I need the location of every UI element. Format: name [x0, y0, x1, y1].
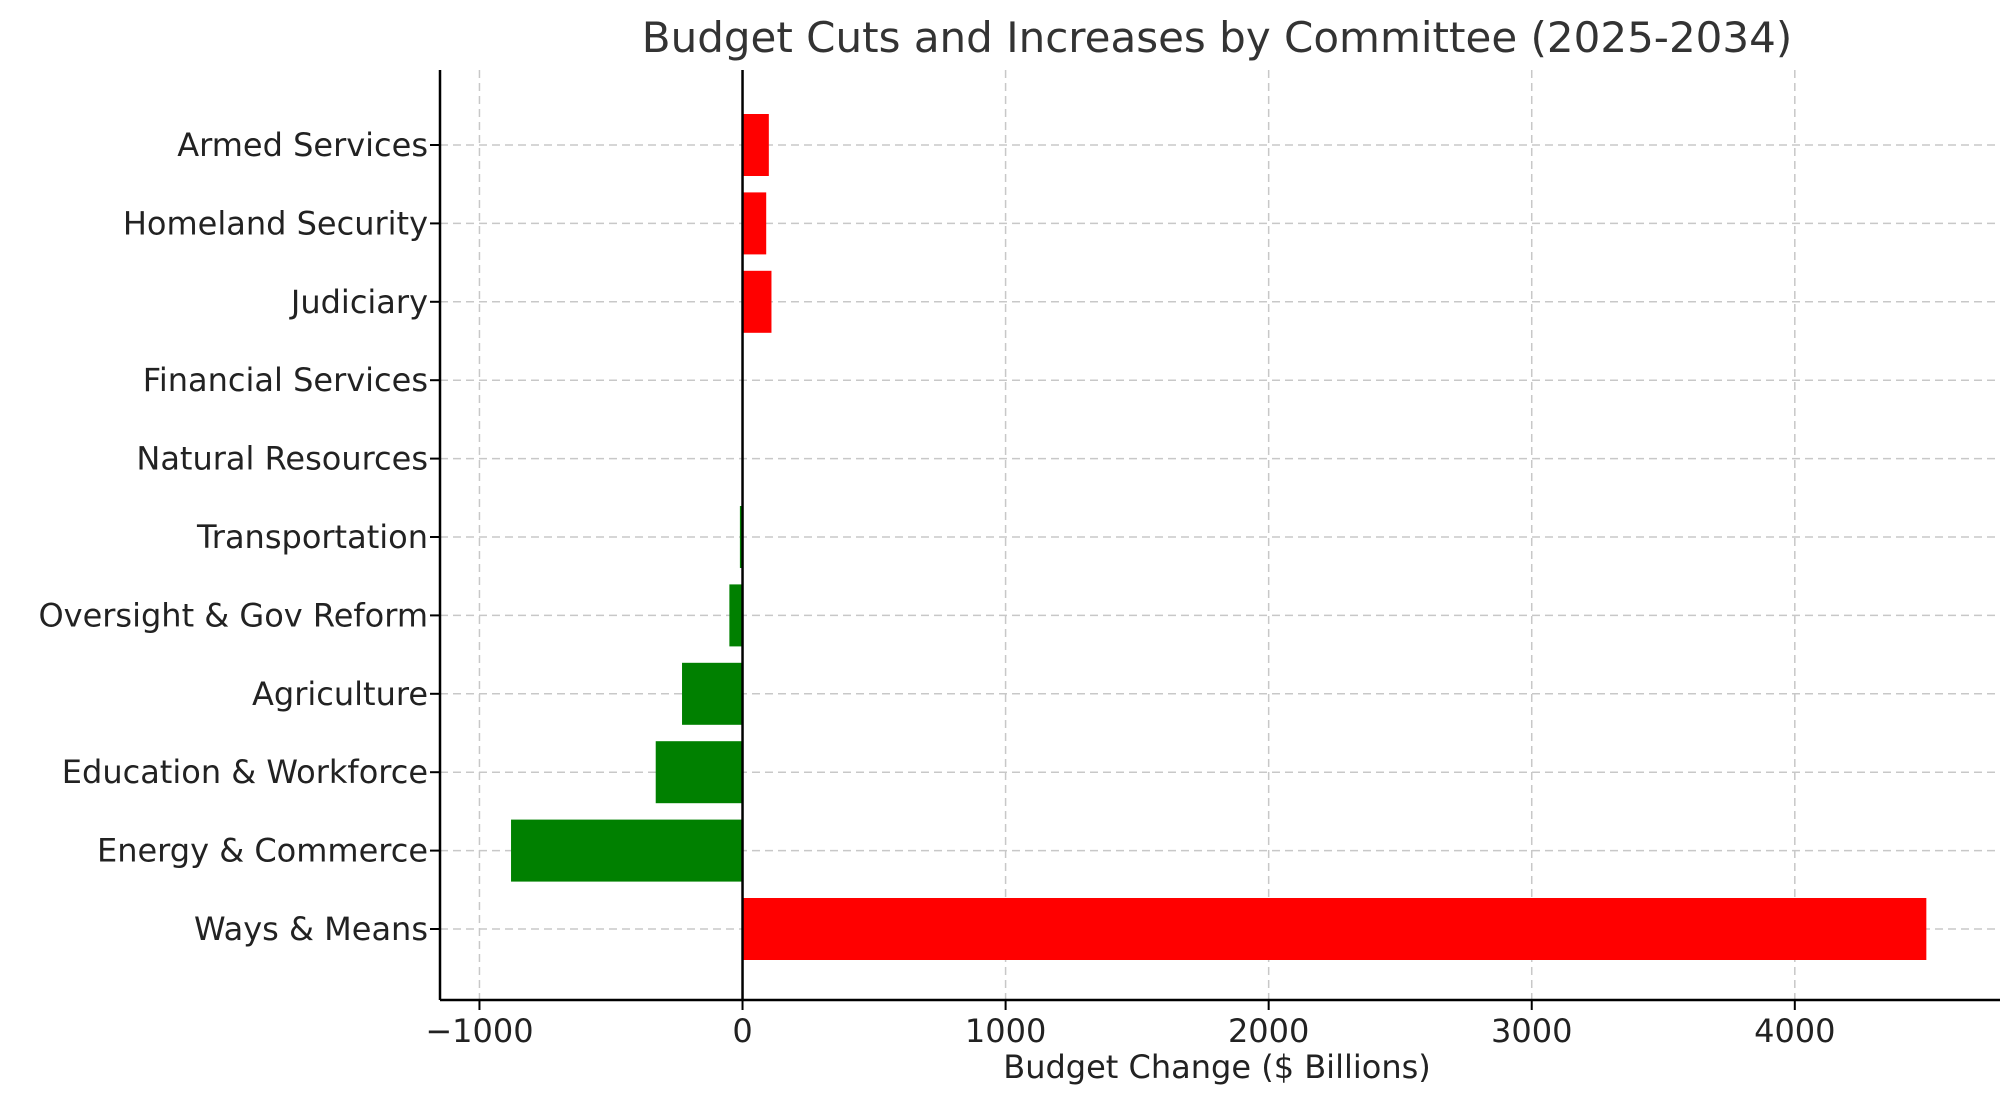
- y-tick-label: Judiciary: [289, 283, 428, 321]
- bar-armed-services: [742, 114, 769, 176]
- y-tick-label: Education & Workforce: [62, 753, 428, 791]
- x-tick-label: 1000: [965, 1012, 1046, 1050]
- bar-energy-commerce: [511, 819, 743, 882]
- x-axis-label: Budget Change ($ Billions): [1003, 1048, 1431, 1086]
- bar-homeland-security: [742, 192, 767, 255]
- bar-ways-means: [742, 898, 1927, 960]
- y-tick-label: Homeland Security: [123, 204, 428, 242]
- x-tick-label: −1000: [425, 1012, 533, 1050]
- y-tick-label: Agriculture: [252, 675, 428, 713]
- x-tick-label: 4000: [1754, 1012, 1835, 1050]
- bar-transportation: [739, 506, 743, 568]
- axis-layer: −1000 0 1000 2000 3000 4000 Ways & Means Energy…: [38, 70, 2000, 1050]
- y-tick-label: Financial Services: [143, 361, 428, 399]
- y-tick-label: Armed Services: [177, 126, 428, 164]
- y-tick-label: Ways & Means: [194, 910, 428, 948]
- chart-title: Budget Cuts and Increases by Committee (…: [642, 13, 1792, 62]
- y-tick-label: Energy & Commerce: [97, 832, 428, 870]
- bar-layer: [511, 114, 1927, 960]
- x-tick-label: 3000: [1491, 1012, 1572, 1050]
- bar-judiciary: [742, 270, 772, 333]
- bar-agriculture: [682, 662, 743, 725]
- y-tick-label: Natural Resources: [136, 440, 428, 478]
- bar-education-workforce: [655, 741, 743, 804]
- y-tick-label: Oversight & Gov Reform: [38, 596, 428, 634]
- y-tick-label: Transportation: [196, 518, 428, 556]
- x-tick-label: 2000: [1228, 1012, 1309, 1050]
- bar-oversight-gov-reform: [729, 584, 743, 647]
- x-tick-label: 0: [732, 1012, 752, 1050]
